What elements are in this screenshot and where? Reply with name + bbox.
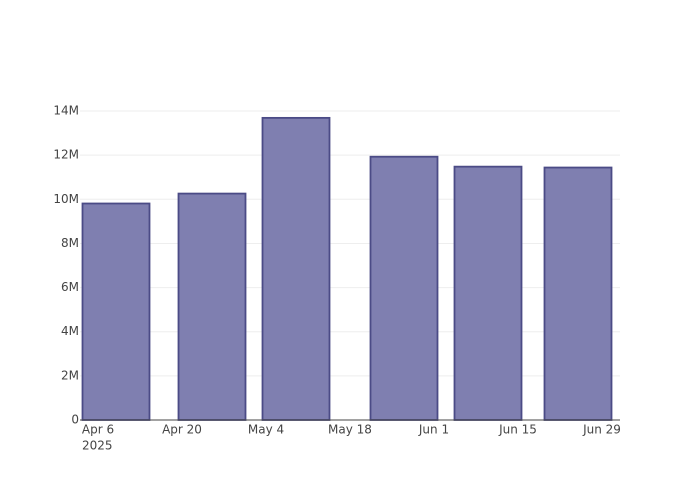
bar xyxy=(453,165,523,421)
x-tick-label: May 4 xyxy=(248,423,284,437)
x-year-label: 2025 xyxy=(82,439,113,453)
y-tick-label: 4M xyxy=(61,324,79,338)
bar xyxy=(543,166,613,421)
x-tick-label: Apr 6 xyxy=(82,423,114,437)
y-tick-label: 6M xyxy=(61,280,79,294)
x-tick-label: May 18 xyxy=(328,423,372,437)
x-tick-label: Apr 20 xyxy=(162,423,202,437)
y-tick-label: 8M xyxy=(61,236,79,250)
x-tick-label: Jun 1 xyxy=(418,423,449,437)
y-tick-label: 0 xyxy=(71,413,79,427)
bar xyxy=(177,192,247,421)
y-tick-label: 12M xyxy=(53,148,79,162)
y-tick-label: 2M xyxy=(61,368,79,382)
y-tick-label: 14M xyxy=(53,104,79,118)
bar xyxy=(369,155,439,421)
x-tick-label: Jun 15 xyxy=(498,423,537,437)
y-tick-label: 10M xyxy=(53,192,79,206)
bar xyxy=(261,116,331,421)
bar xyxy=(81,202,151,421)
x-tick-label: Jun 29 xyxy=(582,423,621,437)
